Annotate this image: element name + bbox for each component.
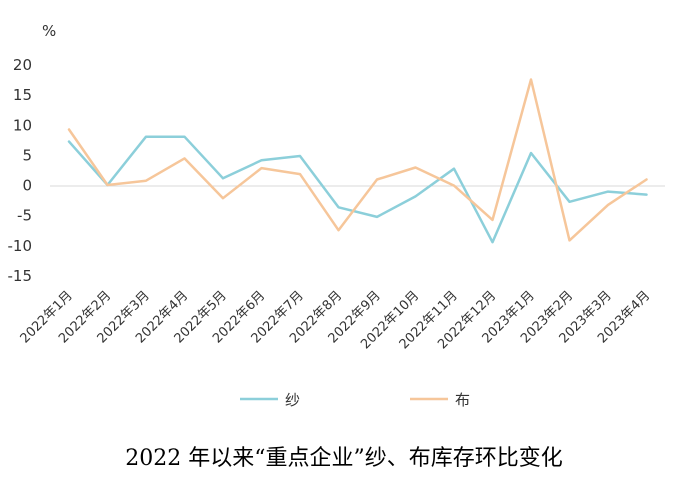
series-line-2	[67, 78, 648, 242]
y-tick-label: 10	[13, 116, 32, 134]
y-tick-label: -10	[8, 237, 33, 255]
x-axis-ticks: 2022年1月2022年2月2022年3月2022年4月2022年5月2022年…	[18, 288, 654, 352]
figure-caption: 2022 年以来“重点企业”纱、布库存环比变化	[125, 446, 563, 471]
legend: 纱布	[240, 391, 470, 409]
y-axis-unit-label: %	[42, 22, 56, 40]
y-tick-label: -5	[17, 207, 32, 225]
legend-label-2: 布	[455, 391, 470, 409]
legend-label-1: 纱	[285, 391, 300, 409]
y-tick-label: 5	[22, 146, 32, 164]
y-axis-ticks: 20 15 10 5 0 -5 -10 -15	[8, 56, 33, 285]
series-group	[67, 78, 648, 244]
series-line-1	[67, 135, 648, 244]
y-tick-label: 20	[13, 56, 32, 74]
y-tick-label: 15	[13, 86, 32, 104]
line-chart: % 20 15 10 5 0 -5 -10 -15 2022年1月2022年2月2022年3月…	[8, 22, 665, 409]
y-tick-label: -15	[8, 267, 33, 285]
y-tick-label: 0	[22, 177, 32, 195]
